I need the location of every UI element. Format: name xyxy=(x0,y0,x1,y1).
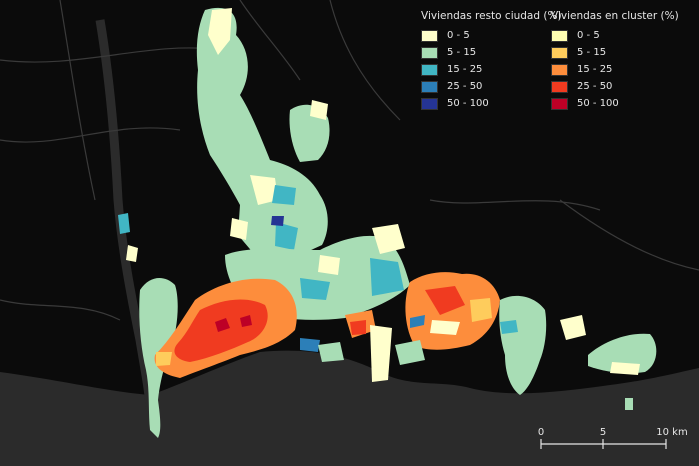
legend-label: 25 - 50 xyxy=(577,81,613,92)
legend-item: 15 - 25 xyxy=(421,61,562,78)
legend-label: 15 - 25 xyxy=(447,64,483,75)
cluster-hotspot-west xyxy=(154,278,297,378)
legend-swatch xyxy=(551,80,568,93)
estuary xyxy=(95,19,155,411)
legend-resto-ciudad: Viviendas resto ciudad (%) 0 - 5 5 - 15 15… xyxy=(421,10,562,112)
legend-swatch xyxy=(551,29,568,42)
legend-label: 0 - 5 xyxy=(447,30,470,41)
legend-label: 50 - 100 xyxy=(577,98,619,109)
legend-item: 25 - 50 xyxy=(551,78,679,95)
legend-swatch xyxy=(421,97,438,110)
legend-swatch xyxy=(421,63,438,76)
legend-cluster: Viviendas en cluster (%) 0 - 5 5 - 15 15 -… xyxy=(551,10,679,112)
legend-swatch xyxy=(551,46,568,59)
scale-label-10km: 10 km xyxy=(656,427,687,438)
legend-swatch xyxy=(551,63,568,76)
road-network xyxy=(0,0,699,321)
legend-resto-title: Viviendas resto ciudad (%) xyxy=(421,10,562,22)
scale-bar: 0 5 10 km xyxy=(538,427,688,449)
legend-swatch xyxy=(421,46,438,59)
legend-label: 15 - 25 xyxy=(577,64,613,75)
cluster-hotspot-east xyxy=(395,272,500,365)
scale-label-5: 5 xyxy=(600,427,606,438)
legend-swatch xyxy=(421,80,438,93)
legend-item: 15 - 25 xyxy=(551,61,679,78)
legend-item: 50 - 100 xyxy=(551,95,679,112)
legend-label: 5 - 15 xyxy=(447,47,477,58)
legend-label: 50 - 100 xyxy=(447,98,489,109)
legend-cluster-title: Viviendas en cluster (%) xyxy=(551,10,679,22)
cluster-hotspot-center xyxy=(300,310,392,382)
legend-item: 5 - 15 xyxy=(421,44,562,61)
legend-label: 5 - 15 xyxy=(577,47,607,58)
legend-item: 0 - 5 xyxy=(551,27,679,44)
sea-area xyxy=(0,350,699,466)
legend-label: 0 - 5 xyxy=(577,30,600,41)
legend-item: 25 - 50 xyxy=(421,78,562,95)
legend-item: 0 - 5 xyxy=(421,27,562,44)
legend-item: 50 - 100 xyxy=(421,95,562,112)
legend-label: 25 - 50 xyxy=(447,81,483,92)
legend-item: 5 - 15 xyxy=(551,44,679,61)
legend-swatch xyxy=(551,97,568,110)
east-green-zone xyxy=(499,295,657,410)
north-green-zone xyxy=(196,7,330,255)
scale-label-0: 0 xyxy=(538,427,544,438)
legend-swatch xyxy=(421,29,438,42)
